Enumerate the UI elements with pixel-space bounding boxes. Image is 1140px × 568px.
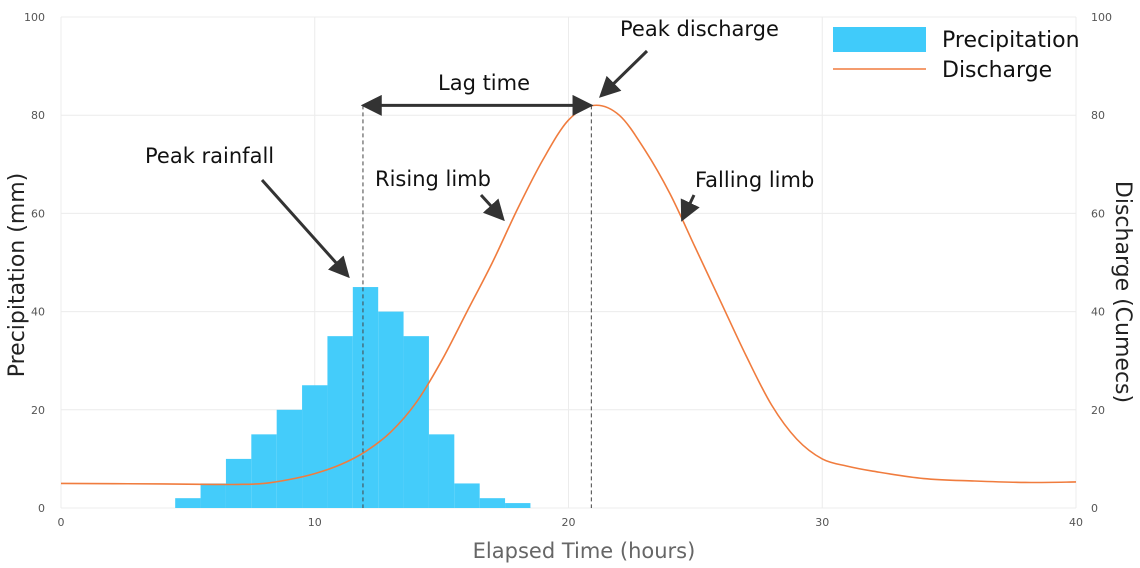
arrow-peak-discharge bbox=[598, 49, 649, 98]
legend-precipitation-swatch bbox=[833, 27, 926, 52]
x-axis-title: Elapsed Time (hours) bbox=[473, 539, 696, 563]
y-left-tick-label-4: 80 bbox=[31, 109, 45, 122]
annotation-peak-rainfall: Peak rainfall bbox=[145, 144, 274, 168]
precipitation-bar-13 bbox=[505, 503, 531, 508]
legend-precipitation-label: Precipitation bbox=[942, 28, 1080, 53]
precipitation-bar-3 bbox=[251, 434, 277, 508]
precipitation-bar-12 bbox=[479, 498, 506, 508]
arrow-peak-rainfall bbox=[260, 178, 350, 279]
precipitation-bar-11 bbox=[454, 483, 480, 508]
arrow-rising-limb bbox=[479, 193, 505, 222]
legend: Precipitation Discharge bbox=[833, 27, 1080, 83]
precipitation-bar-9 bbox=[403, 336, 429, 508]
y-left-tick-label-3: 60 bbox=[31, 207, 45, 220]
legend-discharge-label: Discharge bbox=[942, 58, 1052, 83]
y-left-tick-label-1: 20 bbox=[31, 404, 45, 417]
precipitation-bar-4 bbox=[276, 409, 303, 508]
annotations: Peak rainfall Rising limb Lag time Peak … bbox=[145, 17, 814, 279]
precipitation-bar-2 bbox=[225, 458, 252, 508]
grid bbox=[60, 16, 1077, 509]
precipitation-bar-5 bbox=[302, 385, 328, 508]
annotation-peak-discharge: Peak discharge bbox=[620, 17, 779, 41]
discharge-series bbox=[60, 104, 1077, 486]
arrow-falling-limb bbox=[680, 194, 700, 222]
tick-labels: 0 20 40 60 80 100 0 20 40 60 80 100 0 10 20 30 40 bbox=[24, 11, 1112, 529]
y-right-tick-label-3: 60 bbox=[1091, 207, 1105, 220]
y-right-tick-label-2: 40 bbox=[1091, 306, 1105, 319]
x-tick-label-1: 10 bbox=[308, 516, 322, 529]
precipitation-bar-7 bbox=[352, 287, 379, 508]
y-axis-left-title: Precipitation (mm) bbox=[5, 173, 30, 378]
precipitation-bar-6 bbox=[327, 336, 353, 508]
annotation-falling-limb: Falling limb bbox=[695, 168, 814, 192]
x-tick-label-0: 0 bbox=[58, 516, 65, 529]
y-left-tick-label-2: 40 bbox=[31, 306, 45, 319]
precipitation-bar-0 bbox=[175, 498, 201, 508]
discharge-line bbox=[60, 104, 1077, 486]
annotation-lag-time: Lag time bbox=[438, 71, 530, 95]
x-tick-label-3: 30 bbox=[815, 516, 829, 529]
precipitation-bars bbox=[175, 287, 531, 508]
y-right-tick-label-5: 100 bbox=[1091, 11, 1112, 24]
y-left-tick-label-5: 100 bbox=[24, 11, 45, 24]
y-right-tick-label-1: 20 bbox=[1091, 404, 1105, 417]
x-tick-label-2: 20 bbox=[562, 516, 576, 529]
y-right-tick-label-0: 0 bbox=[1091, 502, 1098, 515]
y-axis-right-title: Discharge (Cumecs) bbox=[1110, 181, 1135, 403]
precipitation-bar-1 bbox=[200, 483, 226, 508]
precipitation-bar-8 bbox=[378, 311, 404, 508]
x-tick-label-4: 40 bbox=[1069, 516, 1083, 529]
y-left-tick-label-0: 0 bbox=[38, 502, 45, 515]
annotation-rising-limb: Rising limb bbox=[375, 167, 491, 191]
guide-lines bbox=[360, 94, 594, 508]
y-right-tick-label-4: 80 bbox=[1091, 109, 1105, 122]
precipitation-bar-10 bbox=[428, 434, 455, 508]
